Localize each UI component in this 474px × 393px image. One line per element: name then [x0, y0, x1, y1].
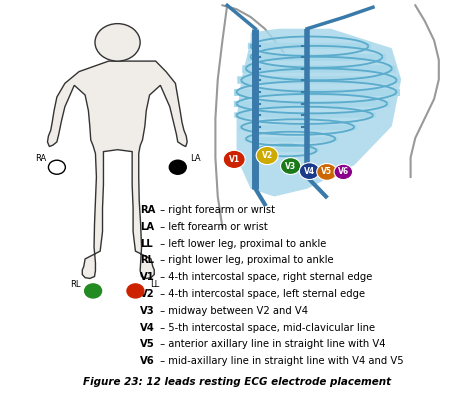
- Text: RL: RL: [140, 255, 154, 266]
- Text: – 5-th intercostal space, mid-clavicular line: – 5-th intercostal space, mid-clavicular…: [157, 323, 375, 332]
- Text: LA: LA: [191, 154, 201, 163]
- Circle shape: [256, 147, 278, 165]
- Text: – midway between V2 and V4: – midway between V2 and V4: [157, 306, 308, 316]
- Circle shape: [317, 163, 337, 180]
- Text: V3: V3: [285, 162, 296, 171]
- Text: – 4-th intercostal space, left sternal edge: – 4-th intercostal space, left sternal e…: [157, 289, 365, 299]
- Text: V1: V1: [228, 155, 240, 164]
- Circle shape: [85, 284, 101, 298]
- Text: Figure 23: 12 leads resting ECG electrode placement: Figure 23: 12 leads resting ECG electrod…: [82, 377, 391, 387]
- Text: V4: V4: [304, 167, 315, 176]
- Text: LL: LL: [150, 280, 159, 289]
- Text: V4: V4: [140, 323, 155, 332]
- Circle shape: [95, 24, 140, 61]
- Text: – right forearm or wrist: – right forearm or wrist: [157, 205, 275, 215]
- Text: – mid-axillary line in straight line with V4 and V5: – mid-axillary line in straight line wit…: [157, 356, 404, 366]
- Circle shape: [223, 151, 245, 169]
- Text: – left lower leg, proximal to ankle: – left lower leg, proximal to ankle: [157, 239, 327, 249]
- Text: V6: V6: [338, 167, 349, 176]
- Circle shape: [169, 160, 186, 174]
- Text: V3: V3: [140, 306, 155, 316]
- Text: V5: V5: [321, 167, 332, 176]
- Text: V5: V5: [140, 340, 155, 349]
- Text: V2: V2: [262, 151, 273, 160]
- Text: V1: V1: [140, 272, 155, 282]
- Text: RA: RA: [140, 205, 155, 215]
- Polygon shape: [237, 29, 401, 196]
- Circle shape: [48, 160, 65, 174]
- Text: – 4-th intercostal space, right sternal edge: – 4-th intercostal space, right sternal …: [157, 272, 373, 282]
- Text: RA: RA: [35, 154, 46, 163]
- Text: RL: RL: [70, 280, 81, 289]
- Text: LL: LL: [140, 239, 153, 249]
- Text: V2: V2: [140, 289, 155, 299]
- Circle shape: [334, 164, 353, 180]
- Text: – anterior axillary line in straight line with V4: – anterior axillary line in straight lin…: [157, 340, 385, 349]
- Text: V6: V6: [140, 356, 155, 366]
- Text: LA: LA: [140, 222, 154, 232]
- Circle shape: [300, 163, 319, 180]
- Text: – right lower leg, proximal to ankle: – right lower leg, proximal to ankle: [157, 255, 334, 266]
- Text: – left forearm or wrist: – left forearm or wrist: [157, 222, 268, 232]
- Circle shape: [281, 158, 301, 174]
- Circle shape: [127, 284, 144, 298]
- Polygon shape: [47, 61, 187, 279]
